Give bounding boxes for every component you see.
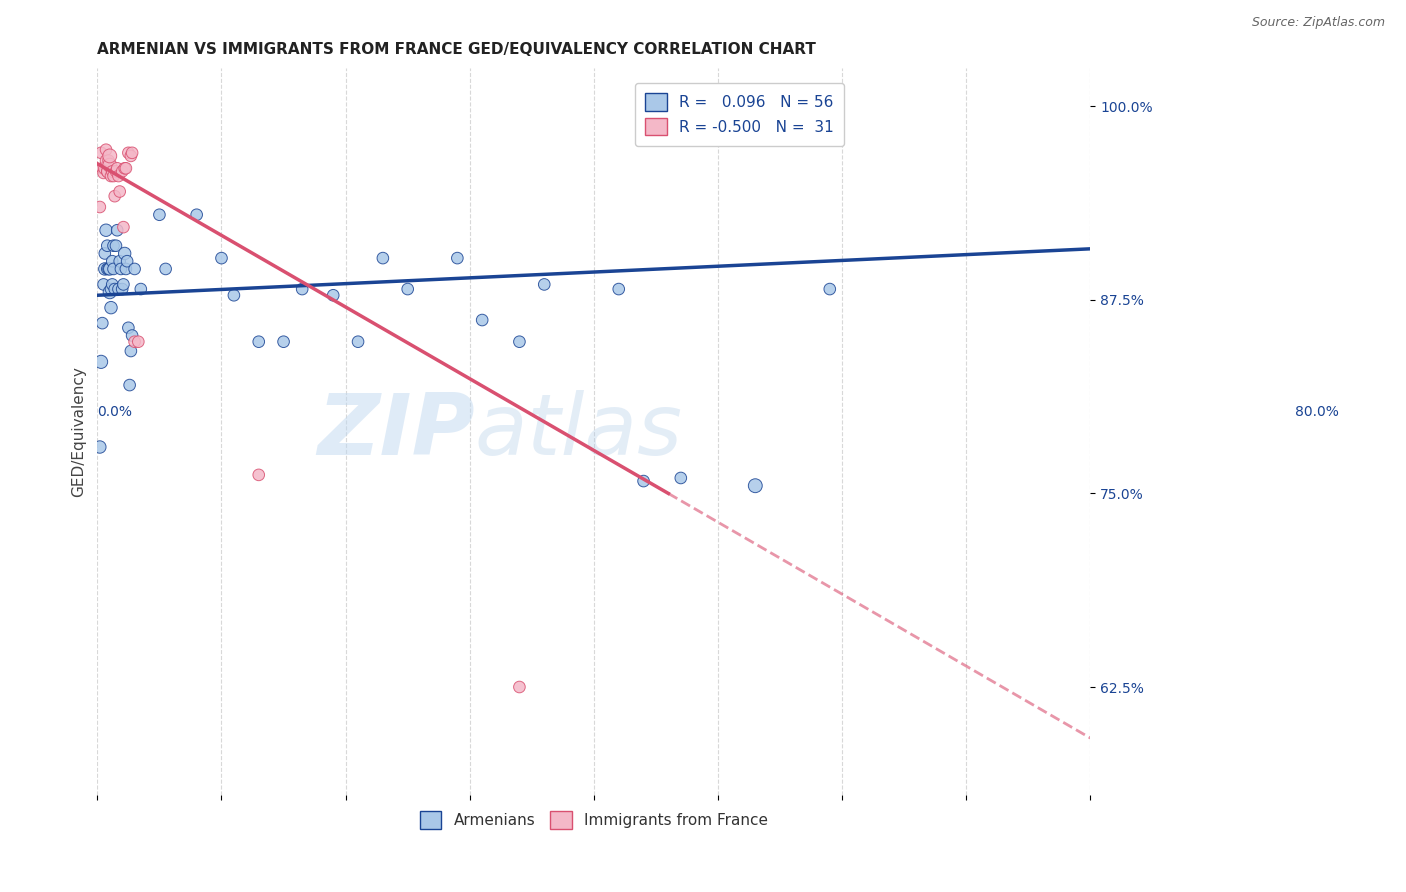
Point [471,313,494,327]
Point [120,149,142,163]
Point [100,282,122,296]
Point [108,254,131,268]
Point [100,301,122,315]
Point [101,164,124,178]
Point [89,200,111,214]
Point [247,334,270,349]
Text: Source: ZipAtlas.com: Source: ZipAtlas.com [1251,16,1385,29]
Point [96,164,118,178]
Point [211,251,233,265]
Point [118,378,141,392]
Point [103,262,125,277]
Point [91,161,114,176]
Point [222,288,245,302]
Point [247,467,270,482]
Point [104,189,127,203]
Point [127,334,149,349]
Point [124,262,146,277]
Point [124,334,146,349]
Point [121,328,143,343]
Point [94,153,117,168]
Point [129,282,152,296]
Text: 80.0%: 80.0% [1295,405,1339,418]
Point [115,262,138,277]
Point [108,185,131,199]
Point [94,161,117,176]
Point [371,251,394,265]
Legend: Armenians, Immigrants from France: Armenians, Immigrants from France [413,805,775,835]
Point [97,164,120,178]
Point [117,145,139,160]
Point [508,680,530,694]
Point [107,169,129,183]
Point [633,474,655,488]
Point [104,238,127,252]
Point [89,440,111,454]
Point [121,145,143,160]
Point [105,223,128,237]
Point [347,334,370,349]
Point [103,238,125,252]
Point [112,220,135,235]
Point [97,262,120,277]
Point [93,166,115,180]
Point [186,208,208,222]
Point [94,246,117,260]
Point [607,282,630,296]
Point [98,158,121,172]
Text: ZIP: ZIP [318,390,475,473]
Point [103,169,125,183]
Point [155,262,177,277]
Text: 0.0%: 0.0% [97,405,132,418]
Point [91,316,114,330]
Point [94,223,117,237]
Point [90,355,112,369]
Point [114,161,136,176]
Point [818,282,841,296]
Point [120,344,142,359]
Point [508,334,530,349]
Point [117,320,139,334]
Point [111,164,134,178]
Point [94,262,117,277]
Point [112,277,135,292]
Y-axis label: GED/Equivalency: GED/Equivalency [72,366,86,497]
Point [96,238,118,252]
Point [98,149,121,163]
Point [115,161,138,176]
Text: ARMENIAN VS IMMIGRANTS FROM FRANCE GED/EQUIVALENCY CORRELATION CHART: ARMENIAN VS IMMIGRANTS FROM FRANCE GED/E… [97,42,817,57]
Point [101,254,124,268]
Point [93,277,115,292]
Point [291,282,314,296]
Point [100,169,122,183]
Point [115,254,138,268]
Text: atlas: atlas [475,390,683,473]
Point [744,479,766,493]
Point [98,262,121,277]
Point [90,145,112,160]
Point [148,208,170,222]
Point [96,262,118,277]
Point [111,282,134,296]
Point [669,471,692,485]
Point [273,334,295,349]
Point [533,277,555,292]
Point [110,262,132,277]
Point [97,153,120,168]
Point [101,277,124,292]
Point [105,161,128,176]
Point [107,282,129,296]
Point [104,164,127,178]
Point [94,143,117,157]
Point [98,285,121,300]
Point [104,282,127,296]
Point [396,282,419,296]
Point [114,246,136,260]
Point [446,251,468,265]
Point [322,288,344,302]
